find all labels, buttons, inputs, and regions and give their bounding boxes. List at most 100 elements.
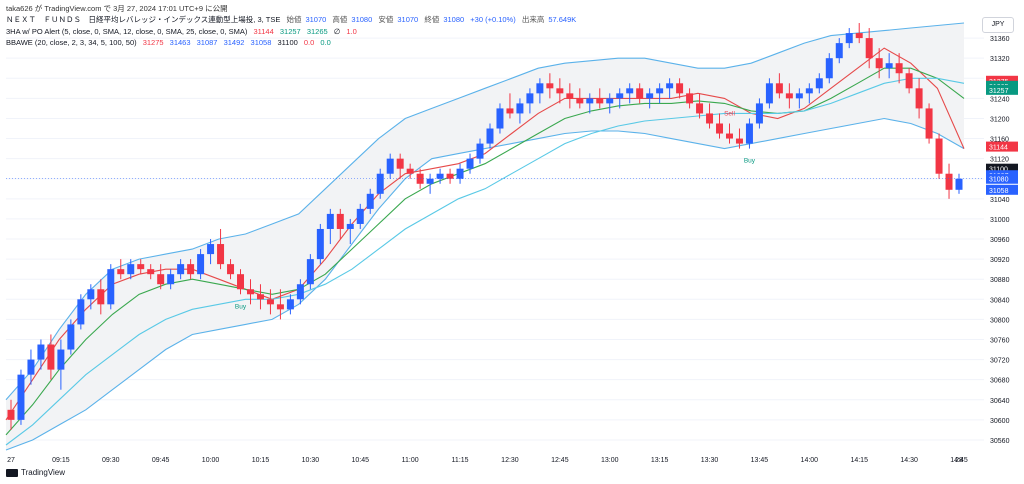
- x-tick-label: 14:30: [900, 457, 918, 464]
- candle-body: [696, 103, 704, 114]
- candle-body: [386, 158, 394, 174]
- price-tag: [986, 141, 1018, 152]
- candle-body: [237, 274, 245, 290]
- candle-body: [326, 213, 334, 229]
- candle-body: [316, 228, 324, 260]
- signal-label-buy: Buy: [235, 303, 247, 310]
- candle-body: [735, 138, 743, 144]
- candle-body: [825, 58, 833, 79]
- candle-body: [805, 88, 813, 94]
- candle-body: [246, 289, 254, 295]
- candle-body: [536, 83, 544, 94]
- candle-body: [77, 299, 85, 325]
- candle-body: [656, 88, 664, 94]
- candle-body: [516, 103, 524, 114]
- x-tick-label: 28: [955, 457, 963, 464]
- candle-body: [566, 93, 574, 99]
- candle-body: [476, 143, 484, 159]
- x-tick-label: 13:45: [751, 457, 769, 464]
- open-value: 31070: [305, 15, 327, 24]
- candle-body: [117, 269, 125, 275]
- x-tick-label: 14:45: [950, 457, 968, 464]
- tradingview-logo-icon: [6, 468, 18, 477]
- candle-body: [815, 78, 823, 89]
- candle-body: [127, 264, 135, 275]
- candle-body: [666, 83, 674, 89]
- price-tag-label: 31100: [989, 167, 1008, 174]
- candle-body: [436, 173, 444, 179]
- low-value: 31070: [397, 15, 419, 24]
- indicator2-v7: 0.0: [303, 38, 315, 47]
- candle-body: [785, 93, 793, 99]
- candle-body: [636, 88, 644, 99]
- x-tick-label: 10:00: [202, 457, 220, 464]
- price-tag-label: 31144: [989, 145, 1008, 152]
- indicator2-v6: 31100: [277, 38, 298, 47]
- y-tick-label: 31360: [990, 36, 1010, 43]
- indicator2-v3: 31087: [196, 38, 218, 47]
- indicator2-v4: 31492: [223, 38, 245, 47]
- indicator2-legend[interactable]: BBAWE (20, close, 2, 3, 34, 5, 100, 50) …: [6, 38, 335, 47]
- footer: TradingView: [6, 468, 65, 477]
- candle-body: [626, 88, 634, 94]
- signal-label-sell: Sell: [724, 110, 735, 117]
- low-label: 安値: [378, 15, 394, 24]
- candle-body: [526, 93, 534, 104]
- candle-body: [376, 173, 384, 194]
- candle-body: [616, 93, 624, 99]
- y-tick-label: 30920: [990, 257, 1010, 264]
- y-tick-label: 30960: [990, 237, 1010, 244]
- candle-body: [945, 173, 953, 190]
- candle-body: [177, 264, 185, 275]
- series-line-2: [5, 47, 965, 421]
- x-tick-label: 12:30: [501, 457, 519, 464]
- y-tick-label: 31240: [990, 96, 1010, 103]
- x-tick-label: 09:30: [102, 457, 120, 464]
- price-tag-label: 31058: [989, 188, 1009, 195]
- indicator1-legend[interactable]: 3HA w/ PO Alert (5, close, 0, SMA, 12, c…: [6, 27, 361, 36]
- candle-body: [496, 108, 504, 129]
- candle-body: [606, 98, 614, 104]
- x-tick-label: 10:15: [252, 457, 270, 464]
- y-tick-label: 31000: [990, 217, 1010, 224]
- indicator2-name: BBAWE (20, close, 2, 3, 34, 5, 100, 50): [6, 38, 137, 47]
- candle-body: [456, 168, 464, 179]
- candle-body: [17, 374, 25, 420]
- indicator2-v2: 31463: [169, 38, 191, 47]
- indicator2-v1: 31275: [142, 38, 164, 47]
- candle-body: [426, 178, 434, 184]
- candle-body: [795, 93, 803, 99]
- close-value: 31080: [443, 15, 465, 24]
- x-tick-label: 14:15: [850, 457, 868, 464]
- indicator2-v8: 0.0: [320, 38, 331, 47]
- candle-body: [97, 289, 105, 305]
- candle-body: [955, 178, 963, 190]
- candle-body: [855, 33, 863, 39]
- x-tick-label: 13:30: [701, 457, 719, 464]
- signal-label-buy: Buy: [744, 158, 756, 165]
- candle-body: [256, 294, 264, 300]
- y-tick-label: 30640: [990, 398, 1010, 405]
- candle-body: [915, 88, 923, 109]
- candle-body: [596, 98, 604, 104]
- currency-button[interactable]: JPY: [982, 17, 1014, 33]
- candle-body: [895, 63, 903, 74]
- candle-body: [7, 409, 15, 420]
- series-line-0: [5, 22, 965, 401]
- candle-body: [306, 259, 314, 285]
- candle-body: [686, 93, 694, 104]
- candle-body: [336, 213, 344, 229]
- publish-meta: taka626 が TradingView.com で 3月 27, 2024 …: [6, 4, 228, 13]
- candle-body: [755, 103, 763, 124]
- candle-body: [37, 344, 45, 360]
- high-value: 31080: [351, 15, 373, 24]
- candle-body: [157, 274, 165, 285]
- candle-body: [217, 244, 225, 265]
- price-tag: [986, 184, 1018, 195]
- indicator1-v3: 31265: [306, 27, 328, 36]
- open-label: 始値: [286, 15, 302, 24]
- change-value: +30 (+0.10%): [470, 15, 516, 24]
- x-tick-label: 13:00: [601, 457, 619, 464]
- candle-body: [835, 43, 843, 59]
